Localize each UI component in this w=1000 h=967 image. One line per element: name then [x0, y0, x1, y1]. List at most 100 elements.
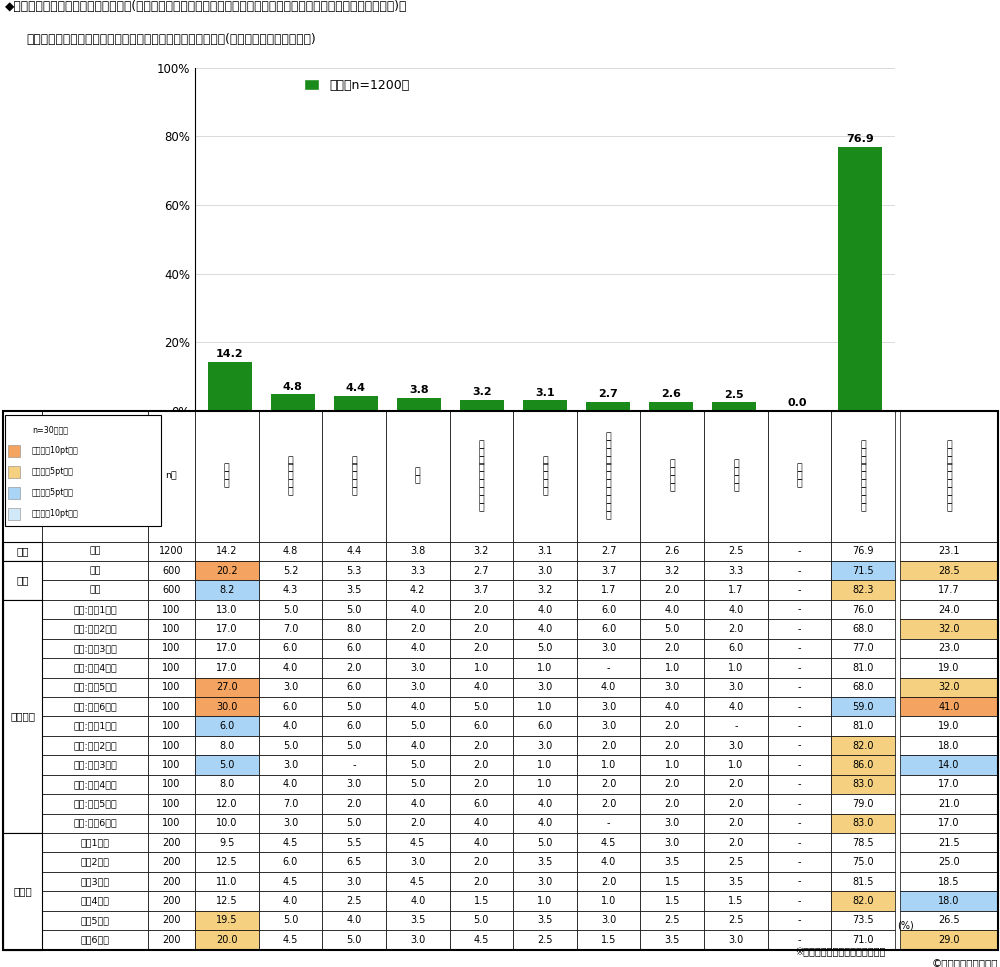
Bar	[195, 561, 259, 580]
Bar	[704, 872, 768, 892]
Bar	[640, 697, 704, 717]
Bar	[577, 853, 640, 872]
Text: 2.6: 2.6	[665, 546, 680, 556]
Bar	[195, 794, 259, 813]
Text: 4.5: 4.5	[283, 935, 298, 945]
Text: 3.0: 3.0	[537, 741, 553, 750]
Bar	[513, 717, 577, 736]
Text: 17.0: 17.0	[216, 624, 238, 634]
Text: ©学研教育総合研究所: ©学研教育総合研究所	[932, 959, 998, 967]
Text: 4.0: 4.0	[665, 604, 680, 615]
Text: 1.0: 1.0	[601, 896, 616, 906]
Text: 女子:小学2年生: 女子:小学2年生	[73, 741, 117, 750]
Text: 27.0: 27.0	[216, 683, 238, 692]
Bar	[259, 717, 322, 736]
Text: 1.0: 1.0	[537, 662, 553, 673]
Bar	[148, 755, 195, 775]
Text: 17.7: 17.7	[938, 585, 960, 595]
Text: 100: 100	[162, 779, 181, 789]
Legend: 全体【n=1200】: 全体【n=1200】	[299, 73, 415, 97]
Bar	[148, 678, 195, 697]
Bar	[831, 678, 895, 697]
Text: 全体: 全体	[89, 546, 101, 556]
Bar	[513, 911, 577, 930]
Bar	[42, 736, 148, 755]
Text: 1.5: 1.5	[665, 876, 680, 887]
Bar	[831, 794, 895, 813]
Text: 5.0: 5.0	[537, 643, 553, 654]
Text: 3.5: 3.5	[665, 935, 680, 945]
Bar	[208, 363, 252, 411]
Text: 200: 200	[162, 916, 181, 925]
Text: 12.5: 12.5	[216, 857, 238, 867]
Text: 100: 100	[162, 760, 181, 770]
Text: 4.2: 4.2	[410, 585, 425, 595]
Bar	[768, 911, 831, 930]
Bar	[768, 833, 831, 853]
Text: 2.0: 2.0	[474, 741, 489, 750]
Text: 4.0: 4.0	[283, 721, 298, 731]
Bar	[768, 717, 831, 736]
Bar	[577, 872, 640, 892]
Bar	[259, 872, 322, 892]
Text: 82.0: 82.0	[852, 896, 874, 906]
Bar	[195, 833, 259, 853]
Bar	[322, 930, 386, 950]
Bar	[704, 678, 768, 697]
Bar	[831, 697, 895, 717]
Text: 課
金
し
た
こ
と
は
な
い: 課 金 し た こ と は な い	[860, 440, 866, 513]
Bar	[450, 542, 513, 561]
Text: 24.0: 24.0	[938, 604, 960, 615]
Text: 76.9: 76.9	[846, 134, 874, 144]
Text: 73.5: 73.5	[852, 916, 874, 925]
Text: -: -	[798, 566, 801, 575]
Bar	[148, 853, 195, 872]
Text: 4.0: 4.0	[410, 604, 425, 615]
Text: 4.0: 4.0	[410, 702, 425, 712]
Text: 8.0: 8.0	[219, 741, 234, 750]
Bar	[640, 775, 704, 794]
Bar	[577, 580, 640, 600]
Text: 4.0: 4.0	[410, 799, 425, 808]
Text: 動
画
カ
メ
ラ
編
集
・
写
真
編: 動 画 カ メ ラ 編 集 ・ 写 真 編	[606, 432, 612, 520]
Bar	[259, 697, 322, 717]
Bar	[195, 638, 259, 659]
Text: 20.0: 20.0	[216, 935, 238, 945]
Bar	[900, 892, 998, 911]
Text: 5.0: 5.0	[537, 837, 553, 848]
Text: 3.0: 3.0	[601, 721, 616, 731]
Bar	[704, 930, 768, 950]
Bar	[640, 561, 704, 580]
Text: 3.0: 3.0	[283, 683, 298, 692]
Bar	[259, 853, 322, 872]
Bar	[577, 638, 640, 659]
Text: 3.2: 3.2	[474, 546, 489, 556]
Text: 2.5: 2.5	[724, 390, 744, 399]
Text: 3.0: 3.0	[728, 741, 744, 750]
Bar	[42, 678, 148, 697]
Bar	[195, 892, 259, 911]
Bar	[704, 833, 768, 853]
Bar	[386, 678, 450, 697]
Text: 2.0: 2.0	[474, 604, 489, 615]
Bar	[577, 561, 640, 580]
Bar	[513, 794, 577, 813]
Text: 18.0: 18.0	[938, 741, 960, 750]
Text: 3.5: 3.5	[665, 857, 680, 867]
Bar	[195, 930, 259, 950]
Text: 100: 100	[162, 624, 181, 634]
Text: (%): (%)	[897, 921, 914, 930]
Bar	[259, 775, 322, 794]
Bar	[259, 411, 322, 542]
Text: 3.7: 3.7	[474, 585, 489, 595]
Text: 3.0: 3.0	[283, 760, 298, 770]
Text: 7.0: 7.0	[283, 799, 298, 808]
Text: -: -	[798, 837, 801, 848]
Bar	[42, 411, 148, 542]
Text: 4.0: 4.0	[283, 779, 298, 789]
Bar	[831, 561, 895, 580]
Bar	[148, 813, 195, 833]
Bar	[704, 580, 768, 600]
Text: 75.0: 75.0	[852, 857, 874, 867]
Text: 2.7: 2.7	[598, 389, 618, 399]
